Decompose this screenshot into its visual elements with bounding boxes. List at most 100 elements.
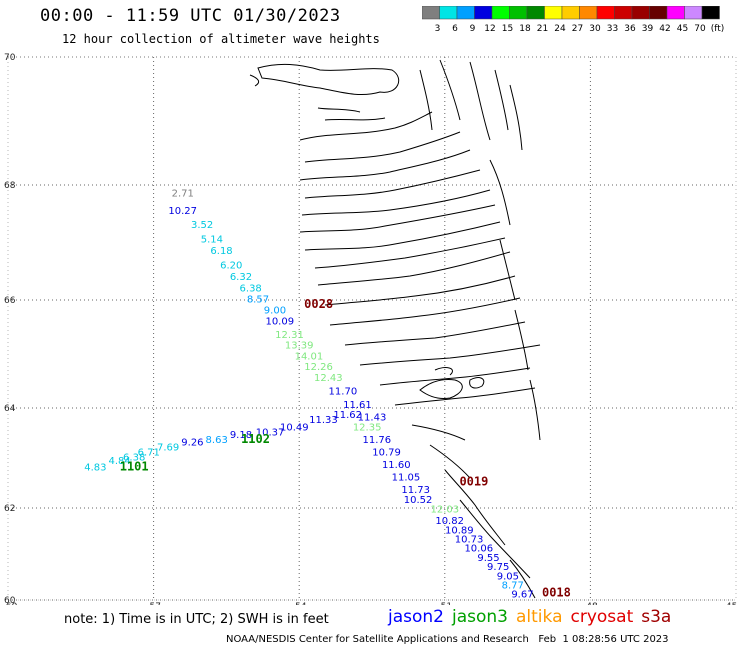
legend-entry-cryosat: cryosat (570, 607, 634, 627)
map-subtitle: 12 hour collection of altimeter wave hei… (62, 32, 380, 46)
wave-height-label: 6.20 (220, 260, 242, 271)
wave-height-label: 6.18 (210, 246, 232, 257)
colorbar-label: 15 (502, 24, 513, 34)
lat-tick-label: 60 (4, 596, 16, 605)
colorbar-label: 39 (642, 24, 654, 34)
wave-height-label: 5.14 (201, 235, 223, 246)
wave-height-label: 7.69 (157, 443, 179, 454)
lon-tick-label: -48 (583, 602, 598, 605)
lon-tick-label: -45 (723, 602, 738, 605)
wave-height-label: 2.71 (172, 189, 194, 200)
wave-height-label: 11.60 (382, 460, 411, 471)
wave-height-label: 11.62 (333, 410, 362, 421)
wave-height-label: 12.43 (314, 373, 343, 384)
colorbar-label: 12 (484, 24, 495, 34)
units-note: note: 1) Time is in UTC; 2) SWH is in fe… (64, 612, 329, 627)
wave-height-label: 10.49 (280, 423, 309, 434)
wave-height-label: 12.35 (353, 423, 382, 434)
wave-height-label: 8.63 (206, 435, 228, 446)
wave-height-label: 10.06 (464, 544, 493, 555)
wave-height-label: 13.39 (285, 341, 314, 352)
colorbar-label: 3 (435, 24, 441, 34)
lat-tick-label: 66 (4, 296, 16, 306)
wave-height-colorbar: 3 6 9 12 15 18 21 24 27 30 33 36 39 42 45 70 (ft) (422, 6, 725, 34)
observation-labels: 2.7110.273.525.146.186.206.326.388.579.0… (84, 189, 533, 601)
colorbar-label: 9 (470, 24, 476, 34)
lon-tick-label: -60 (3, 602, 18, 605)
wave-height-label: 12.26 (304, 362, 333, 373)
lon-tick-label: -51 (437, 602, 452, 605)
pass-number-label: 0018 (542, 585, 571, 599)
colorbar-label: 27 (572, 24, 583, 34)
greenland-coastline (249, 59, 541, 599)
wave-height-label: 10.82 (435, 516, 464, 527)
wave-height-label: 3.52 (191, 220, 213, 231)
wave-height-label: 11.70 (329, 387, 358, 398)
wave-height-label: 11.61 (343, 400, 372, 411)
wave-height-label: 6.38 (123, 453, 145, 464)
colorbar-label: (ft) (711, 24, 725, 34)
colorbar-label: 24 (554, 24, 566, 34)
pass-number-label: 1101 (120, 460, 149, 474)
wave-height-label: 10.37 (256, 428, 285, 439)
legend-entry-altika: altika (516, 607, 563, 627)
colorbar-label: 36 (624, 24, 636, 34)
lon-tick-label: -54 (292, 602, 307, 605)
map-frame (7, 56, 737, 601)
pass-number-label: 0028 (304, 297, 333, 311)
wave-height-label: 11.33 (309, 415, 338, 426)
colorbar-swatch (701, 6, 720, 20)
wave-height-label: 10.27 (168, 206, 197, 217)
wave-height-label: 6.38 (240, 283, 262, 294)
legend-entry-s3a: s3a (641, 607, 672, 627)
lat-tick-label: 68 (4, 181, 16, 191)
wave-height-label: 10.09 (265, 316, 294, 327)
wave-height-label: 12.03 (430, 505, 459, 516)
wave-height-label: 9.75 (487, 562, 509, 573)
pass-labels: 0028 1102 1101 0019 0018 (120, 297, 571, 599)
legend-entry-jason2: jason2 (388, 607, 444, 627)
colorbar-label: 6 (452, 24, 458, 34)
map-title: 00:00 - 11:59 UTC 01/30/2023 (40, 6, 341, 26)
wave-height-label: 6.71 (138, 448, 160, 459)
wave-height-label: 9.55 (477, 553, 499, 564)
wave-height-label: 9.18 (230, 430, 252, 441)
wave-height-label: 9.05 (497, 571, 519, 582)
wave-height-label: 8.57 (247, 295, 269, 306)
lat-lon-grid: 70 68 66 64 62 60-60 -57 -54 -51 -48 -45 (3, 53, 738, 605)
credit-footer: NOAA/NESDIS Center for Satellite Applica… (226, 634, 669, 645)
wave-height-label: 9.26 (181, 438, 203, 449)
pass-number-label: 1102 (241, 432, 270, 446)
wave-height-label: 12.31 (275, 330, 304, 341)
wave-height-label: 8.77 (502, 581, 524, 592)
colorbar-label: 21 (537, 24, 548, 34)
colorbar-label: 45 (677, 24, 688, 34)
wave-height-label: 4.83 (84, 463, 106, 474)
satellite-legend: jason2 jason3 altika cryosat s3a (388, 607, 679, 627)
legend-entry-jason3: jason3 (452, 607, 508, 627)
colorbar-label: 42 (659, 24, 670, 34)
wave-height-label: 4.84 (108, 456, 130, 467)
wave-height-label: 11.76 (363, 435, 392, 446)
lat-tick-label: 64 (4, 404, 16, 414)
wave-height-label: 10.79 (372, 448, 401, 459)
wave-height-label: 10.89 (445, 525, 474, 536)
wave-height-label: 9.00 (264, 306, 286, 317)
colorbar-label: 70 (694, 24, 706, 34)
colorbar-label: 30 (589, 24, 601, 34)
wave-height-label: 11.05 (392, 473, 421, 484)
wave-height-label: 10.52 (404, 495, 433, 506)
wave-height-label: 14.01 (295, 351, 324, 362)
lat-tick-label: 70 (4, 53, 16, 63)
colorbar-label: 33 (607, 24, 618, 34)
lat-tick-label: 62 (4, 504, 15, 514)
wave-height-label: 6.32 (230, 272, 252, 283)
wave-height-label: 10.73 (455, 535, 484, 546)
colorbar-label: 18 (519, 24, 531, 34)
pass-number-label: 0019 (459, 475, 488, 489)
altimeter-map: 70 68 66 64 62 60-60 -57 -54 -51 -48 -45 2.71 10.27… (3, 53, 738, 605)
lon-tick-label: -57 (146, 602, 161, 605)
wave-height-label: 11.73 (401, 485, 430, 496)
wave-height-label: 11.43 (358, 413, 387, 424)
wave-height-label: 9.67 (511, 590, 533, 601)
